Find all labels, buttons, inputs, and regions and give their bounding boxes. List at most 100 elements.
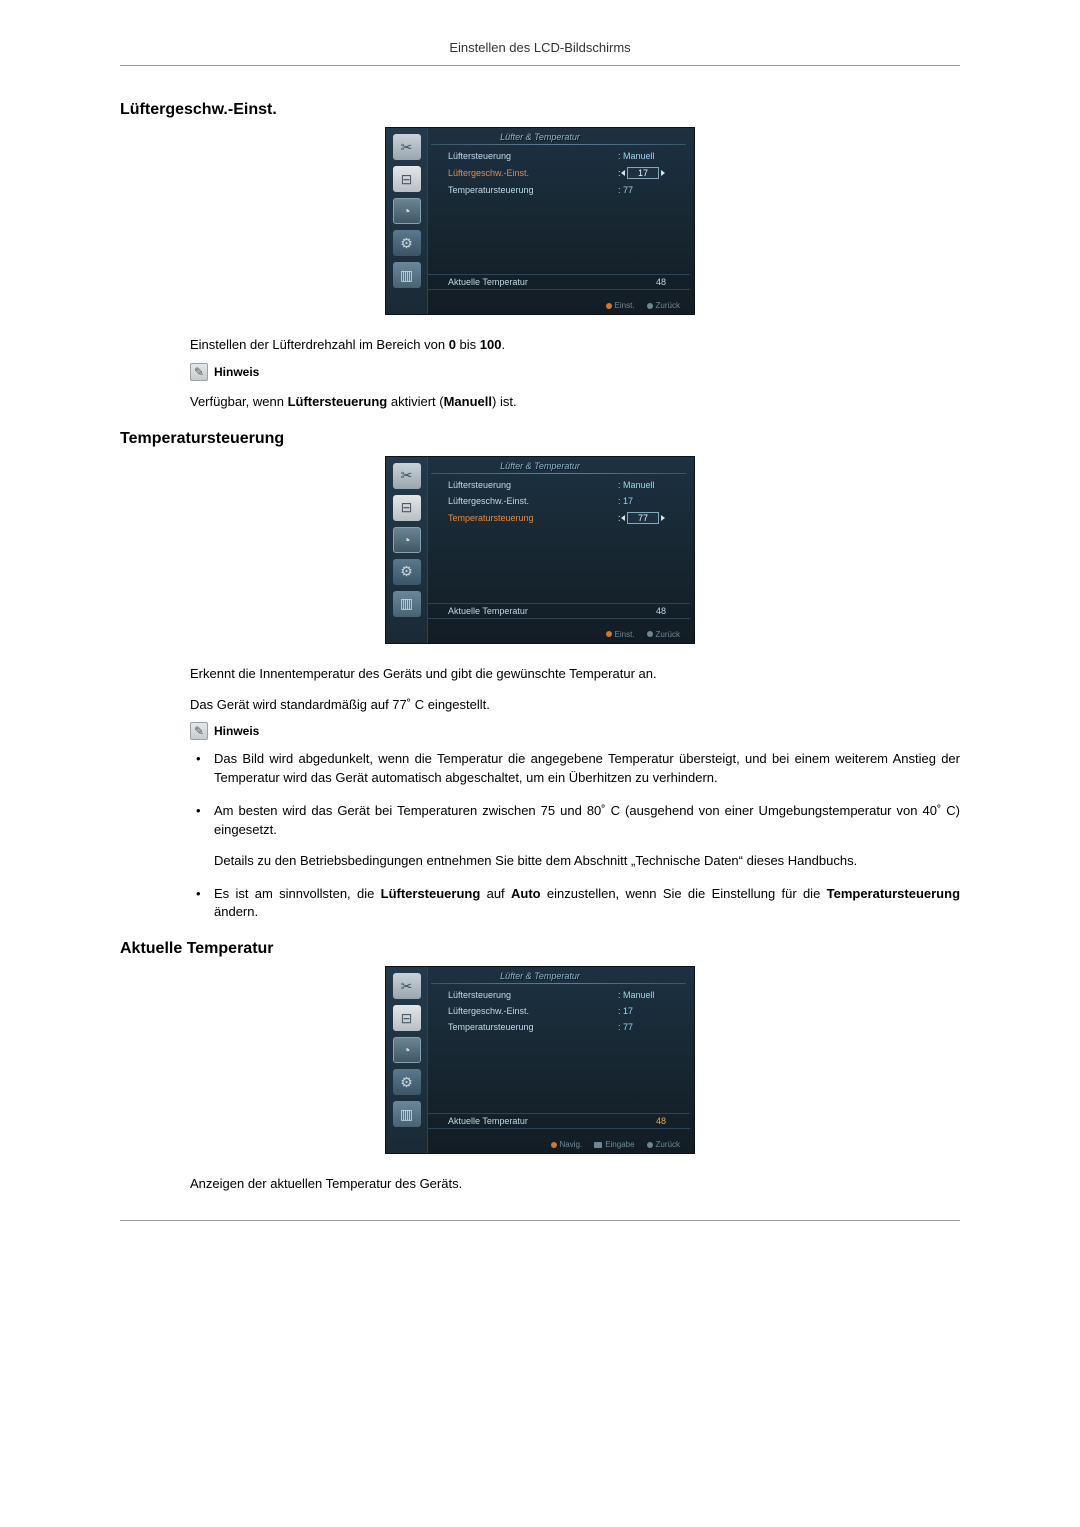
osd-menu: ✂ ⊟ ◔ ⚙ ▥ Lüfter & Temperatur Lüftersteu… [385,456,695,644]
osd-row-fan-speed: Lüftergeschw.-Einst. : 17 [428,1003,690,1019]
osd-footer-einst: Einst. [606,630,635,639]
osd-footer-einst: Einst. [606,301,635,310]
chart-icon: ▥ [393,591,421,617]
osd-value: : 77 [618,1022,666,1032]
osd-body: Lüftersteuerung : Manuell Lüftergeschw.-… [428,987,690,1133]
osd-label: Lüftersteuerung [448,480,511,490]
slider-icon: ⊟ [393,1005,421,1031]
tools-icon: ✂ [393,134,421,160]
screenshot-fan-speed: ✂ ⊟ ◔ ⚙ ▥ Lüfter & Temperatur Lüftersteu… [120,127,960,318]
osd-value: : Manuell [618,151,666,161]
footer-rule [120,1220,960,1221]
osd-row-fan-control: Lüftersteuerung : Manuell [428,477,690,493]
list-item: Das Bild wird abgedunkelt, wenn die Temp… [190,750,960,788]
chart-icon: ▥ [393,262,421,288]
section-title-temp-control: Temperatursteuerung [120,430,960,448]
osd-row-fan-control: Lüftersteuerung : Manuell [428,148,690,164]
section-title-fan-speed: Lüftergeschw.-Einst. [120,101,960,119]
gears-icon: ⚙ [393,230,421,256]
osd-footer: Einst. Zurück [428,299,690,312]
osd-body: Lüftersteuerung : Manuell Lüftergeschw.-… [428,148,690,294]
osd-value: 48 [656,1116,666,1126]
chart-icon: ▥ [393,1101,421,1127]
osd-row-temp-control: Temperatursteuerung : 77 [428,182,690,198]
osd-label: Temperatursteuerung [448,185,534,195]
note-label: Hinweis [214,365,259,379]
osd-label: Lüftergeschw.-Einst. [448,1006,529,1016]
osd-label: Aktuelle Temperatur [448,606,528,616]
osd-title: Lüfter & Temperatur [500,971,580,981]
osd-value: : 17 [618,496,666,506]
note-icon: ✎ [190,722,208,740]
osd-value: : 77 [618,185,666,195]
osd-label: Aktuelle Temperatur [448,1116,528,1126]
tools-icon: ✂ [393,463,421,489]
osd-value: : 17 [618,167,666,179]
osd-row-fan-speed: Lüftergeschw.-Einst. : 17 [428,164,690,182]
note-hinweis: ✎ Hinweis [190,363,960,381]
clock-icon: ◔ [393,198,421,224]
list-item: Es ist am sinnvollsten, die Lüftersteuer… [190,885,960,923]
osd-footer: Navig. Eingabe Zurück [428,1138,690,1151]
osd-sidebar: ✂ ⊟ ◔ ⚙ ▥ [386,457,428,643]
clock-icon: ◔ [393,527,421,553]
osd-footer-eingabe: Eingabe [594,1140,634,1149]
osd-label: Lüftersteuerung [448,151,511,161]
gears-icon: ⚙ [393,559,421,585]
osd-title: Lüfter & Temperatur [500,132,580,142]
paragraph: Erkennt die Innentemperatur des Geräts u… [190,665,960,684]
list-item: Am besten wird das Gerät bei Temperature… [190,802,960,871]
osd-label: Temperatursteuerung [448,1022,534,1032]
osd-value: : Manuell [618,990,666,1000]
section-title-current-temp: Aktuelle Temperatur [120,940,960,958]
osd-footer-zurueck: Zurück [647,301,680,310]
paragraph: Einstellen der Lüfterdrehzahl im Bereich… [190,336,960,355]
osd-label: Lüftersteuerung [448,990,511,1000]
osd-value: : 77 [618,512,666,524]
osd-sidebar: ✂ ⊟ ◔ ⚙ ▥ [386,128,428,314]
osd-row-temp-control: Temperatursteuerung : 77 [428,1019,690,1035]
osd-value: : 17 [618,1006,666,1016]
gears-icon: ⚙ [393,1069,421,1095]
osd-label: Temperatursteuerung [448,513,534,523]
note-icon: ✎ [190,363,208,381]
osd-title-rule [431,473,686,474]
osd-sidebar: ✂ ⊟ ◔ ⚙ ▥ [386,967,428,1153]
osd-body: Lüftersteuerung : Manuell Lüftergeschw.-… [428,477,690,623]
osd-footer-zurueck: Zurück [647,630,680,639]
osd-title: Lüfter & Temperatur [500,461,580,471]
paragraph: Anzeigen der aktuellen Temperatur des Ge… [190,1175,960,1194]
osd-value: 48 [656,277,666,287]
osd-menu: ✂ ⊟ ◔ ⚙ ▥ Lüfter & Temperatur Lüftersteu… [385,127,695,315]
paragraph: Das Gerät wird standardmäßig auf 77˚ C e… [190,696,960,715]
osd-row-temp-control: Temperatursteuerung : 77 [428,509,690,527]
list-item-paragraph: Details zu den Betriebsbedingungen entne… [214,852,960,871]
osd-value: 48 [656,606,666,616]
note-label: Hinweis [214,724,259,738]
osd-row-fan-speed: Lüftergeschw.-Einst. : 17 [428,493,690,509]
screenshot-temp-control: ✂ ⊟ ◔ ⚙ ▥ Lüfter & Temperatur Lüftersteu… [120,456,960,647]
osd-footer-zurueck: Zurück [647,1140,680,1149]
osd-footer-navig: Navig. [551,1140,583,1149]
osd-title-rule [431,983,686,984]
osd-row-fan-control: Lüftersteuerung : Manuell [428,987,690,1003]
osd-row-current-temp: Aktuelle Temperatur 48 [428,1113,690,1129]
paragraph: Verfügbar, wenn Lüftersteuerung aktivier… [190,393,960,412]
osd-value: : Manuell [618,480,666,490]
osd-footer: Einst. Zurück [428,628,690,641]
slider-icon: ⊟ [393,166,421,192]
osd-row-current-temp: Aktuelle Temperatur 48 [428,274,690,290]
clock-icon: ◔ [393,1037,421,1063]
osd-label: Lüftergeschw.-Einst. [448,496,529,506]
note-hinweis: ✎ Hinweis [190,722,960,740]
osd-menu: ✂ ⊟ ◔ ⚙ ▥ Lüfter & Temperatur Lüftersteu… [385,966,695,1154]
osd-title-rule [431,144,686,145]
osd-row-current-temp: Aktuelle Temperatur 48 [428,603,690,619]
screenshot-current-temp: ✂ ⊟ ◔ ⚙ ▥ Lüfter & Temperatur Lüftersteu… [120,966,960,1157]
bullet-list: Das Bild wird abgedunkelt, wenn die Temp… [190,750,960,922]
slider-icon: ⊟ [393,495,421,521]
tools-icon: ✂ [393,973,421,999]
osd-label: Aktuelle Temperatur [448,277,528,287]
page-header: Einstellen des LCD-Bildschirms [120,40,960,66]
osd-label: Lüftergeschw.-Einst. [448,168,529,178]
